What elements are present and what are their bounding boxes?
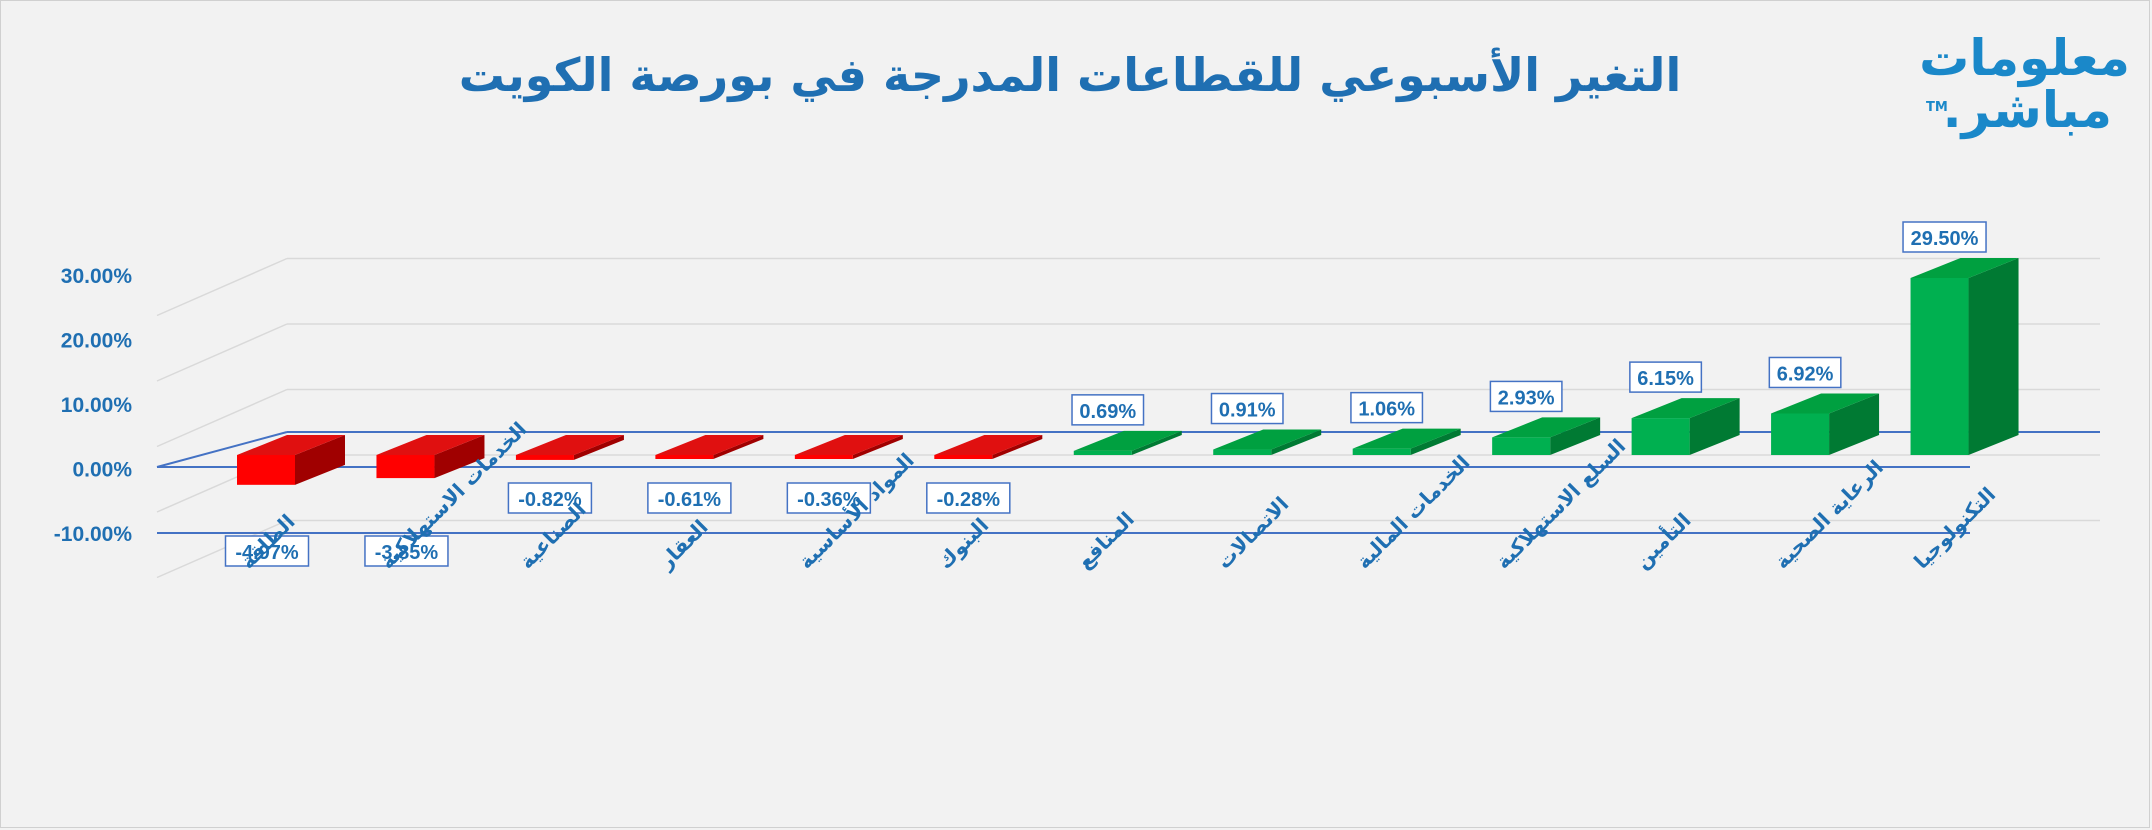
grid-diagonal [156,519,288,579]
bar-side [1968,258,2019,455]
data-label: 1.06% [1358,399,1415,421]
category-label: الخدمات المالية [1351,450,1474,573]
y-tick-label: 0.00% [72,459,132,482]
bar [1352,448,1411,455]
category-label: المنافع [1072,507,1139,574]
bar-side [1829,393,1880,455]
bar-top [1631,398,1740,419]
bar [934,455,993,459]
bar-top [1910,258,2019,278]
bar-top [515,435,624,455]
data-label-box [1071,394,1145,426]
category-label: التكنولوجيا [1909,482,2000,573]
bar-top [1213,429,1322,450]
data-label-box [1489,380,1563,413]
data-label: 2.93% [1498,387,1555,409]
grid-diagonal [156,257,288,317]
bar-side [1271,429,1322,455]
data-label: -4.97% [235,542,299,564]
logo-line-1: معلومات [1919,29,2130,87]
bar [1492,437,1551,455]
data-label-box [364,535,449,567]
bar-side [852,435,903,459]
y-tick-label: 10.00% [61,394,133,417]
category-label: الرعاية الصحية [1770,455,1888,573]
category-label: التأمين [1629,507,1696,574]
data-label-box [647,482,732,514]
data-label: 0.69% [1079,401,1136,423]
logo-line-2: مباشر. [1942,81,2112,139]
data-label: 6.15% [1637,368,1694,390]
bar-side [295,435,345,485]
grid-diagonal [156,323,288,382]
bar-top [1771,393,1880,414]
bar [237,455,295,485]
bar-top [934,435,1043,455]
bar-side [434,435,485,479]
bar [1771,413,1830,455]
bar-side [573,435,624,460]
bar-side [1131,430,1182,455]
data-label-box [1629,361,1703,393]
bar [1910,278,1969,455]
bar [376,455,435,479]
bar-top [237,435,345,455]
bar-side [1410,428,1461,455]
bar-top [794,435,903,455]
bar [794,455,853,459]
data-label: -3.85% [375,542,439,564]
grid-diagonal [156,388,288,448]
chart-title: التغير الأسبوعي للقطاعات المدرجة في بورص… [458,48,1682,102]
axis-diagonal [156,431,288,468]
bar-side [992,435,1043,459]
bar-side [713,435,764,459]
logo-trademark: TM [1926,100,1948,115]
data-label-box [1768,356,1842,389]
category-label: البنوك [933,513,994,574]
bar-top [1492,417,1601,438]
data-label: -0.28% [937,489,1001,511]
bar-top [1073,430,1182,451]
data-label-box [1210,392,1284,425]
bar [1631,418,1690,455]
category-label: العقار [653,515,712,574]
bar-top [655,435,764,455]
data-label-box [507,482,593,514]
bar-side [1550,417,1601,455]
data-label: 6.92% [1777,363,1834,385]
data-label: 29.50% [1911,228,1979,250]
y-tick-label: 20.00% [61,330,133,353]
bar [655,455,714,459]
bar [515,455,574,460]
bar [1213,449,1272,455]
data-label-box [1350,391,1424,424]
data-label-box [786,482,872,514]
data-label: 0.91% [1219,400,1276,422]
bar-top [1352,428,1461,449]
bar-top [376,435,485,455]
bar [1073,450,1132,455]
brand-logo: معلومات مباشر. TM [1919,29,2130,150]
y-tick-label: 30.00% [61,265,133,288]
data-label-box [926,482,1011,514]
data-label-box [1902,221,1987,253]
bar-side [1689,398,1740,455]
y-tick-label: -10.00% [54,523,133,546]
data-label: -0.61% [658,489,722,511]
data-label-box [224,535,310,567]
data-label: -0.82% [518,489,582,511]
data-label: -0.36% [797,489,861,511]
